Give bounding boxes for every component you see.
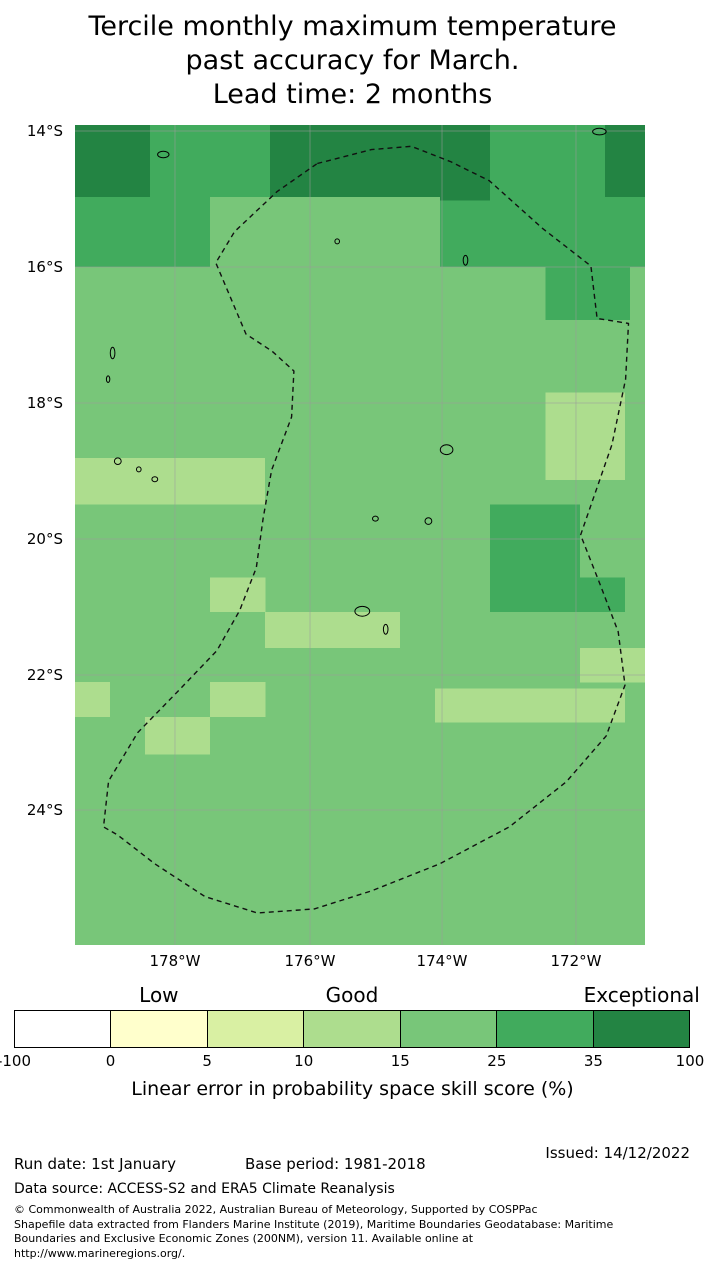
- island-outline: [334, 238, 341, 245]
- colorbar-segment: [15, 1011, 112, 1047]
- skill-map-svg: [75, 125, 645, 945]
- lat-tick-label: 24°S: [26, 801, 63, 820]
- island-outline: [354, 605, 371, 617]
- skill-cell: [490, 504, 581, 579]
- skill-cell: [605, 125, 645, 198]
- colorbar-tick-label: 35: [583, 1052, 603, 1070]
- colorbar-segment: [207, 1011, 305, 1047]
- skill-cell: [545, 266, 631, 321]
- island-outline: [592, 127, 607, 136]
- colorbar-tick-label: 15: [390, 1052, 410, 1070]
- colorbar-segment: [497, 1011, 594, 1047]
- map-area: [75, 125, 645, 945]
- island-outline: [439, 444, 454, 456]
- copyright-text: © Commonwealth of Australia 2022, Austra…: [14, 1203, 674, 1261]
- skill-cell: [145, 717, 211, 755]
- colorbar-tick-label: 0: [105, 1052, 116, 1070]
- island-outline: [105, 375, 111, 383]
- colorbar-tick-label: 100: [675, 1052, 705, 1070]
- lon-tick-label: 172°W: [550, 952, 602, 970]
- lat-tick-label: 14°S: [26, 121, 63, 140]
- copyright-line-2: Shapefile data extracted from Flanders M…: [14, 1217, 614, 1231]
- quality-label: Good: [325, 983, 379, 1007]
- island-outline: [109, 346, 116, 360]
- colorbar-tick-label: 10: [294, 1052, 314, 1070]
- skill-cell: [75, 681, 110, 718]
- copyright-line-1: © Commonwealth of Australia 2022, Austra…: [14, 1203, 538, 1216]
- lon-tick-label: 174°W: [416, 952, 468, 970]
- eez-boundary: [102, 145, 630, 914]
- title-line-1: Tercile monthly maximum temperature: [88, 11, 617, 42]
- skill-cell: [210, 577, 266, 612]
- latitude-axis: 14°S 16°S 18°S 20°S 22°S 24°S: [0, 121, 67, 945]
- colorbar-caption: Linear error in probability space skill …: [131, 1078, 574, 1100]
- colorbar-tick-label: -100: [0, 1052, 32, 1070]
- lon-tick-label: 178°W: [149, 952, 201, 970]
- lat-tick-label: 20°S: [26, 530, 63, 549]
- skill-cell: [545, 392, 626, 480]
- colorbar-segment: [400, 1011, 498, 1047]
- lon-tick-label: 176°W: [284, 952, 336, 970]
- island-outline: [113, 457, 122, 466]
- island-outline: [462, 254, 469, 266]
- copyright-line-3: Boundaries and Exclusive Economic Zones …: [14, 1232, 474, 1245]
- island-outline: [136, 466, 142, 473]
- colorbar-quality-labels: Low Good Exceptional: [14, 983, 700, 1009]
- colorbar-tick-label: 25: [487, 1052, 507, 1070]
- skill-cell: [269, 125, 490, 201]
- base-period: Base period: 1981-2018: [245, 1155, 426, 1173]
- island-outline: [372, 515, 379, 522]
- lat-tick-label: 16°S: [26, 258, 63, 277]
- colorbar-tick-labels: -100 0 5 10 15 25 35 100: [0, 1052, 704, 1072]
- skill-cell: [580, 648, 645, 683]
- colorbar: [14, 1010, 690, 1048]
- issued-date: Issued: 14/12/2022: [545, 1144, 690, 1162]
- chart-title: Tercile monthly maximum temperature past…: [0, 10, 705, 112]
- island-outline: [151, 476, 159, 483]
- lat-tick-label: 18°S: [26, 393, 63, 412]
- title-line-3: Lead time: 2 months: [212, 79, 493, 110]
- lat-tick-label: 22°S: [26, 665, 63, 684]
- quality-label: Exceptional: [583, 983, 700, 1007]
- skill-cell: [210, 681, 266, 718]
- colorbar-tick-label: 5: [202, 1052, 212, 1070]
- skill-cell: [264, 612, 400, 649]
- skill-cell: [435, 688, 625, 723]
- island-outline: [382, 623, 389, 635]
- skill-cell: [75, 125, 151, 198]
- island-outline: [424, 517, 433, 525]
- copyright-line-4: http://www.marineregions.org/.: [14, 1246, 186, 1260]
- colorbar-segment: [593, 1011, 689, 1047]
- colorbar-segment: [304, 1011, 401, 1047]
- skill-cell: [490, 577, 626, 612]
- colorbar-segment: [111, 1011, 208, 1047]
- island-outline: [157, 150, 170, 159]
- longitude-axis: 178°W 176°W 174°W 172°W: [75, 952, 645, 976]
- title-line-2: past accuracy for March.: [185, 45, 520, 76]
- run-date: Run date: 1st January: [14, 1155, 177, 1173]
- quality-label: Low: [139, 983, 179, 1007]
- skill-cell: [210, 197, 440, 267]
- skill-cell: [75, 457, 265, 505]
- data-source: Data source: ACCESS-S2 and ERA5 Climate …: [14, 1181, 395, 1197]
